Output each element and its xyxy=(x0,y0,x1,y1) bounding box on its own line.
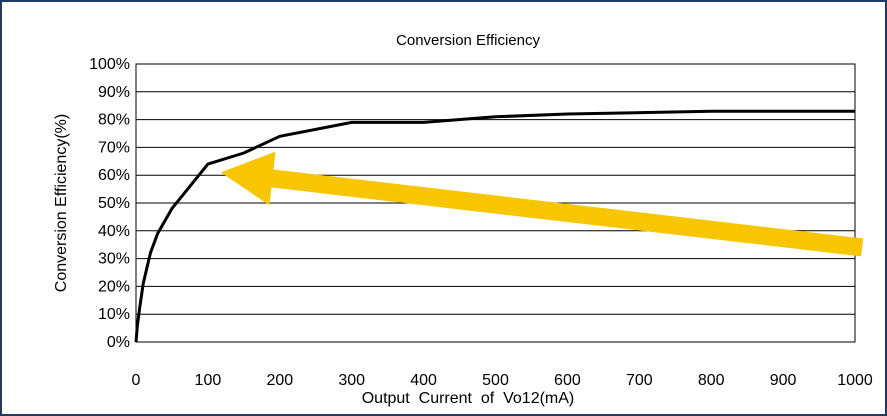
x-tick-label: 300 xyxy=(338,372,365,389)
x-tick-label: 100 xyxy=(195,372,222,389)
y-tick-label: 60% xyxy=(98,167,130,184)
x-tick-label: 400 xyxy=(410,372,437,389)
chart-title: Conversion Efficiency xyxy=(396,32,540,49)
y-tick-label: 40% xyxy=(98,223,130,240)
y-tick-label: 80% xyxy=(98,112,130,129)
y-tick-label: 100% xyxy=(89,56,130,73)
x-tick-label: 700 xyxy=(626,372,653,389)
x-tick-label: 500 xyxy=(482,372,509,389)
y-tick-label: 20% xyxy=(98,278,130,295)
series-line xyxy=(134,109,855,343)
x-tick-labels: 0 100 200 300 400 500 600 700 800 900 1000 xyxy=(132,372,873,389)
y-tick-label: 50% xyxy=(98,195,130,212)
y-axis-label: Conversion Efficiency(%) xyxy=(53,114,70,292)
y-tick-label: 0% xyxy=(107,334,130,351)
x-tick-label: 1000 xyxy=(837,372,873,389)
y-tick-label: 30% xyxy=(98,251,130,268)
y-tick-labels: 0% 10% 20% 30% 40% 50% 60% 70% 80% 90% 100% xyxy=(89,56,130,351)
arrow-shape xyxy=(220,151,864,257)
y-tick-label: 70% xyxy=(98,139,130,156)
x-tick-label: 0 xyxy=(132,372,141,389)
x-tick-label: 200 xyxy=(266,372,293,389)
y-tick-label: 90% xyxy=(98,84,130,101)
x-tick-label: 900 xyxy=(770,372,797,389)
y-tick-label: 10% xyxy=(98,306,130,323)
x-axis-label: Output Current of Vo12(mA) xyxy=(362,390,575,407)
x-tick-label: 600 xyxy=(554,372,581,389)
annotation-arrow xyxy=(220,151,864,257)
x-tick-label: 800 xyxy=(698,372,725,389)
